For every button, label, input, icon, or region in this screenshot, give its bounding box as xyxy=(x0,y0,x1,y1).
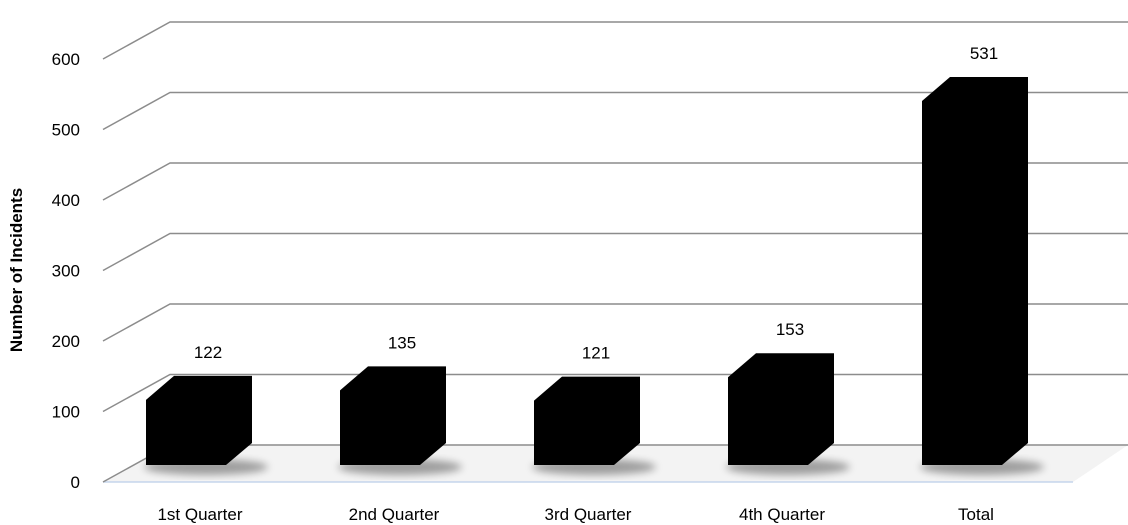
y-tick-label: 500 xyxy=(52,121,80,140)
y-tick-label: 200 xyxy=(52,332,80,351)
x-axis-ticks: 1st Quarter 2nd Quarter 3rd Quarter 4th Qua… xyxy=(157,505,993,524)
x-tick-label: 1st Quarter xyxy=(157,505,242,524)
y-tick-label: 0 xyxy=(71,473,80,492)
x-tick-label: Total xyxy=(958,505,994,524)
data-label: 531 xyxy=(970,44,998,63)
data-label: 122 xyxy=(194,343,222,362)
y-tick-label: 400 xyxy=(52,191,80,210)
x-tick-label: 2nd Quarter xyxy=(349,505,440,524)
y-tick-label: 100 xyxy=(52,403,80,422)
bars: 122 135 121 153 531 xyxy=(144,44,1044,475)
bar xyxy=(146,375,252,465)
y-axis-label: Number of Incidents xyxy=(7,188,26,352)
data-label: 153 xyxy=(776,320,804,339)
data-label: 135 xyxy=(388,333,416,352)
gridline xyxy=(102,303,1128,342)
bar xyxy=(340,366,446,465)
x-tick-label: 3rd Quarter xyxy=(545,505,632,524)
gridline xyxy=(102,162,1128,201)
y-axis-ticks: 0 100 200 300 400 500 600 xyxy=(52,50,80,492)
gridline xyxy=(102,232,1128,272)
gridline xyxy=(102,21,1128,60)
bar xyxy=(534,376,640,465)
y-tick-label: 600 xyxy=(52,50,80,69)
y-tick-label: 300 xyxy=(52,262,80,281)
data-label: 121 xyxy=(582,344,610,363)
gridline xyxy=(102,91,1128,131)
x-tick-label: 4th Quarter xyxy=(739,505,825,524)
bar xyxy=(922,77,1028,465)
bar xyxy=(728,353,834,465)
